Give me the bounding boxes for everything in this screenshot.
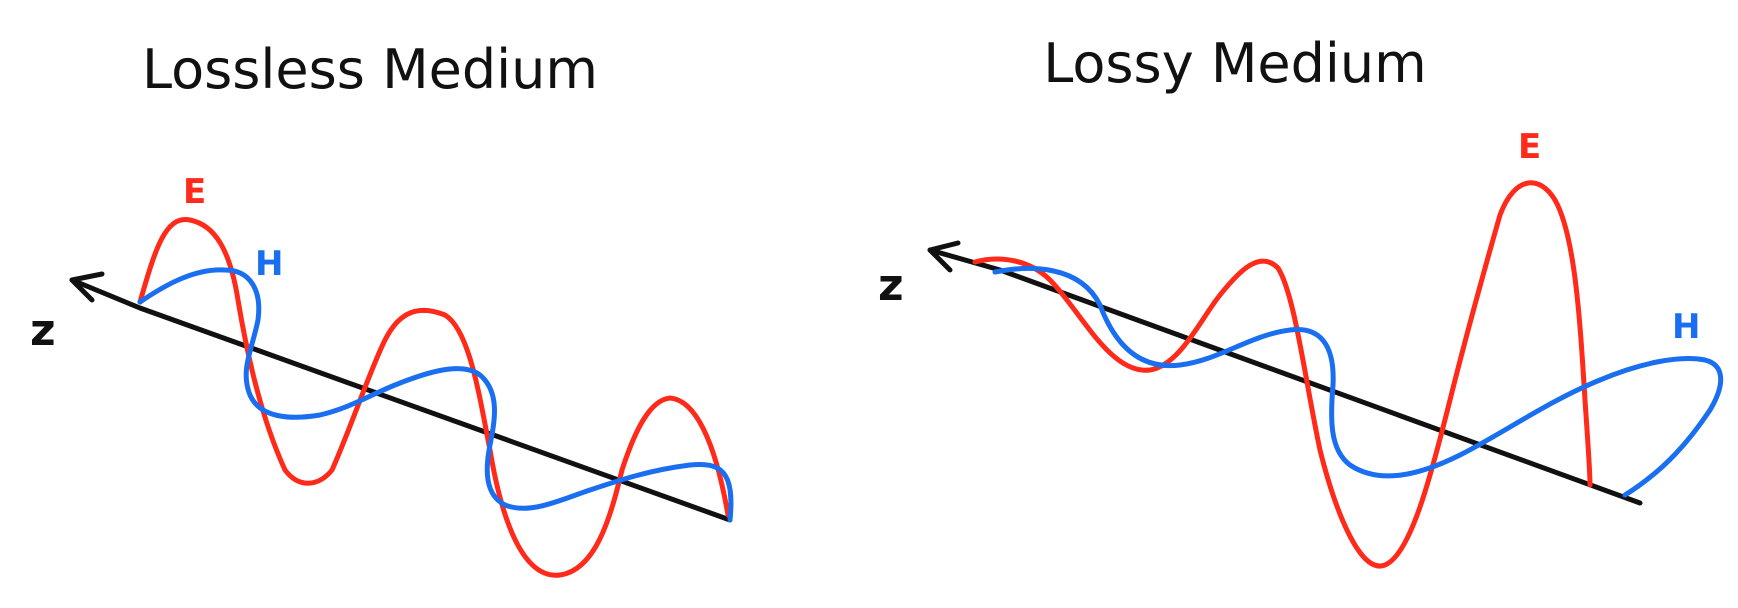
lossless-z-label: z (30, 305, 56, 356)
lossless-h-wave (137, 267, 734, 523)
lossless-title: Lossless Medium (142, 38, 598, 101)
lossy-title: Lossy Medium (1043, 32, 1426, 95)
lossy-z-label: z (878, 260, 904, 311)
lossless-e-wave (137, 217, 731, 578)
lossy-h-label: H (1672, 307, 1700, 347)
lossy-e-label: E (1518, 127, 1541, 167)
lossless-h-label: H (255, 244, 283, 284)
lossy-axis-arrowhead (927, 240, 961, 273)
lossy-e-wave (972, 180, 1593, 569)
lossless-z-axis (69, 277, 733, 523)
lossy-panel: Lossy Medium z E H (878, 32, 1724, 569)
lossy-h-wave (992, 266, 1724, 498)
lossless-panel: Lossless Medium z E H (30, 38, 734, 578)
lossless-axis-arrowhead (69, 271, 105, 303)
lossless-e-label: E (183, 172, 206, 212)
